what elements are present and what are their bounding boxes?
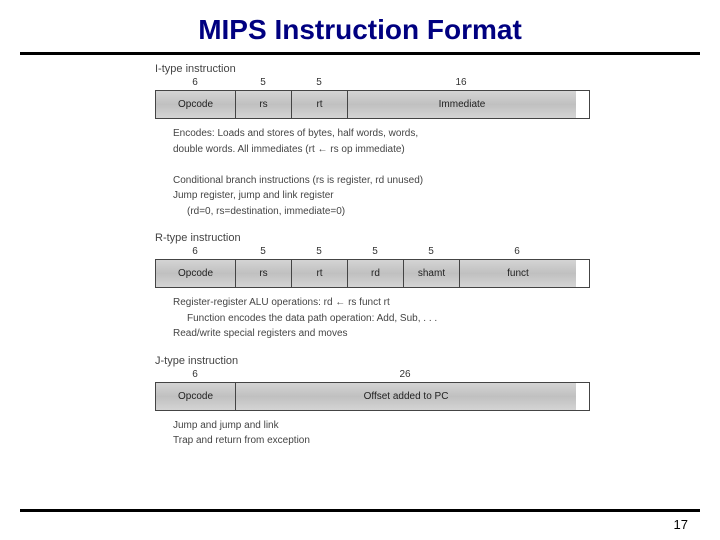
note-line: Encodes: Loads and stores of bytes, half… [173,127,590,141]
note-line: Trap and return from exception [173,434,590,448]
note-line: (rd=0, rs=destination, immediate=0) [173,205,590,219]
note-line: Jump register, jump and link register [173,189,590,203]
bit-label: 6 [155,77,235,90]
itype-fields: Opcode rs rt Immediate [155,90,590,119]
bit-label: 6 [459,246,575,259]
bit-label: 5 [235,246,291,259]
itype-label: I-type instruction [155,63,590,75]
field-opcode: Opcode [156,91,236,118]
bit-label: 5 [403,246,459,259]
field-rs: rs [236,91,292,118]
note-line: Conditional branch instructions (rs is r… [173,174,590,188]
itype-notes: Encodes: Loads and stores of bytes, half… [155,127,590,218]
bottom-rule [20,509,700,512]
jtype-fields: Opcode Offset added to PC [155,382,590,411]
field-opcode: Opcode [156,383,236,410]
jtype-notes: Jump and jump and link Trap and return f… [155,419,590,448]
rtype-label: R-type instruction [155,232,590,244]
page-number: 17 [674,517,688,532]
note-line: double words. All immediates (rt ← rs op… [173,143,590,157]
note-line: Read/write special registers and moves [173,327,590,341]
jtype-label: J-type instruction [155,355,590,367]
note-line: Jump and jump and link [173,419,590,433]
bit-label: 5 [347,246,403,259]
bit-label: 6 [155,369,235,382]
field-rd: rd [348,260,404,287]
field-funct: funct [460,260,576,287]
field-rt: rt [292,91,348,118]
note-line: Function encodes the data path operation… [173,312,590,326]
bit-label: 5 [235,77,291,90]
field-opcode: Opcode [156,260,236,287]
bit-label: 5 [291,77,347,90]
slide-title: MIPS Instruction Format [0,0,720,52]
itype-bits: 6 5 5 16 [155,77,590,90]
jtype-bits: 6 26 [155,369,590,382]
top-rule [20,52,700,55]
note-line: Register-register ALU operations: rd ← r… [173,296,590,310]
field-shamt: shamt [404,260,460,287]
field-rs: rs [236,260,292,287]
content-area: I-type instruction 6 5 5 16 Opcode rs rt… [0,63,720,448]
field-offset: Offset added to PC [236,383,576,410]
rtype-fields: Opcode rs rt rd shamt funct [155,259,590,288]
bit-label: 6 [155,246,235,259]
rtype-bits: 6 5 5 5 5 6 [155,246,590,259]
note-line [173,158,590,172]
rtype-notes: Register-register ALU operations: rd ← r… [155,296,590,341]
bit-label: 26 [235,369,575,382]
field-rt: rt [292,260,348,287]
bit-label: 16 [347,77,575,90]
bit-label: 5 [291,246,347,259]
field-immediate: Immediate [348,91,576,118]
